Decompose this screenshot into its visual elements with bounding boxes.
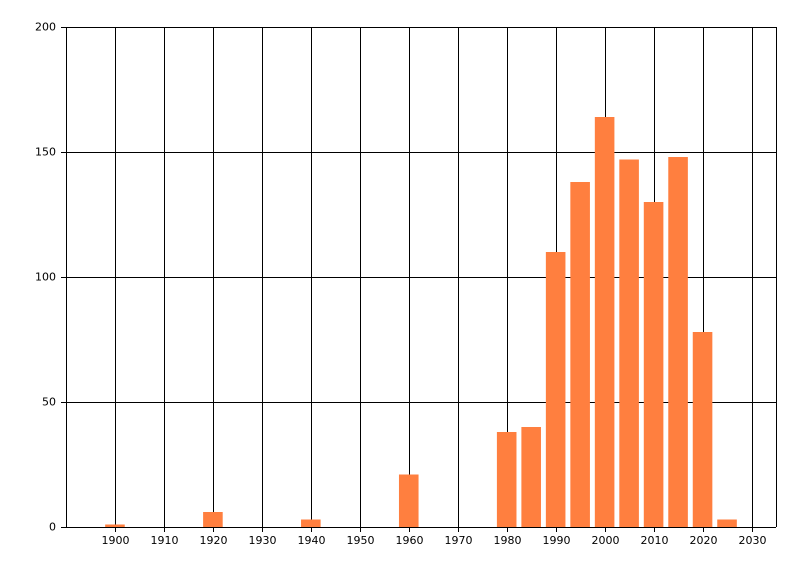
x-tick-label: 1930 (249, 534, 277, 547)
x-tick-label: 1960 (396, 534, 424, 547)
y-tick-label: 100 (35, 271, 56, 284)
y-tick-label: 50 (42, 396, 56, 409)
x-tick-label: 1980 (494, 534, 522, 547)
x-tick-label: 2010 (641, 534, 669, 547)
x-tick-label: 2020 (690, 534, 718, 547)
y-tick-label: 0 (49, 521, 56, 534)
bar (301, 519, 321, 527)
bar (545, 252, 566, 527)
y-tick-label: 200 (35, 21, 56, 34)
bar (717, 519, 737, 527)
bar (594, 117, 615, 527)
bar (643, 202, 664, 527)
bar (203, 512, 223, 527)
x-tick-label: 1920 (200, 534, 228, 547)
x-tick-label: 1990 (543, 534, 571, 547)
x-tick-label: 2000 (592, 534, 620, 547)
x-tick-label: 1970 (445, 534, 473, 547)
bar (570, 182, 590, 527)
bar (668, 157, 688, 527)
bar (521, 427, 541, 527)
bar (619, 159, 639, 527)
y-tick-label: 150 (35, 146, 56, 159)
bar (692, 332, 713, 527)
bar (105, 524, 125, 527)
bar (398, 474, 419, 527)
bar (496, 432, 517, 527)
x-tick-label: 1940 (298, 534, 326, 547)
x-tick-label: 2030 (739, 534, 767, 547)
x-tick-label: 1910 (151, 534, 179, 547)
x-tick-label: 1950 (347, 534, 375, 547)
x-tick-label: 1900 (102, 534, 130, 547)
